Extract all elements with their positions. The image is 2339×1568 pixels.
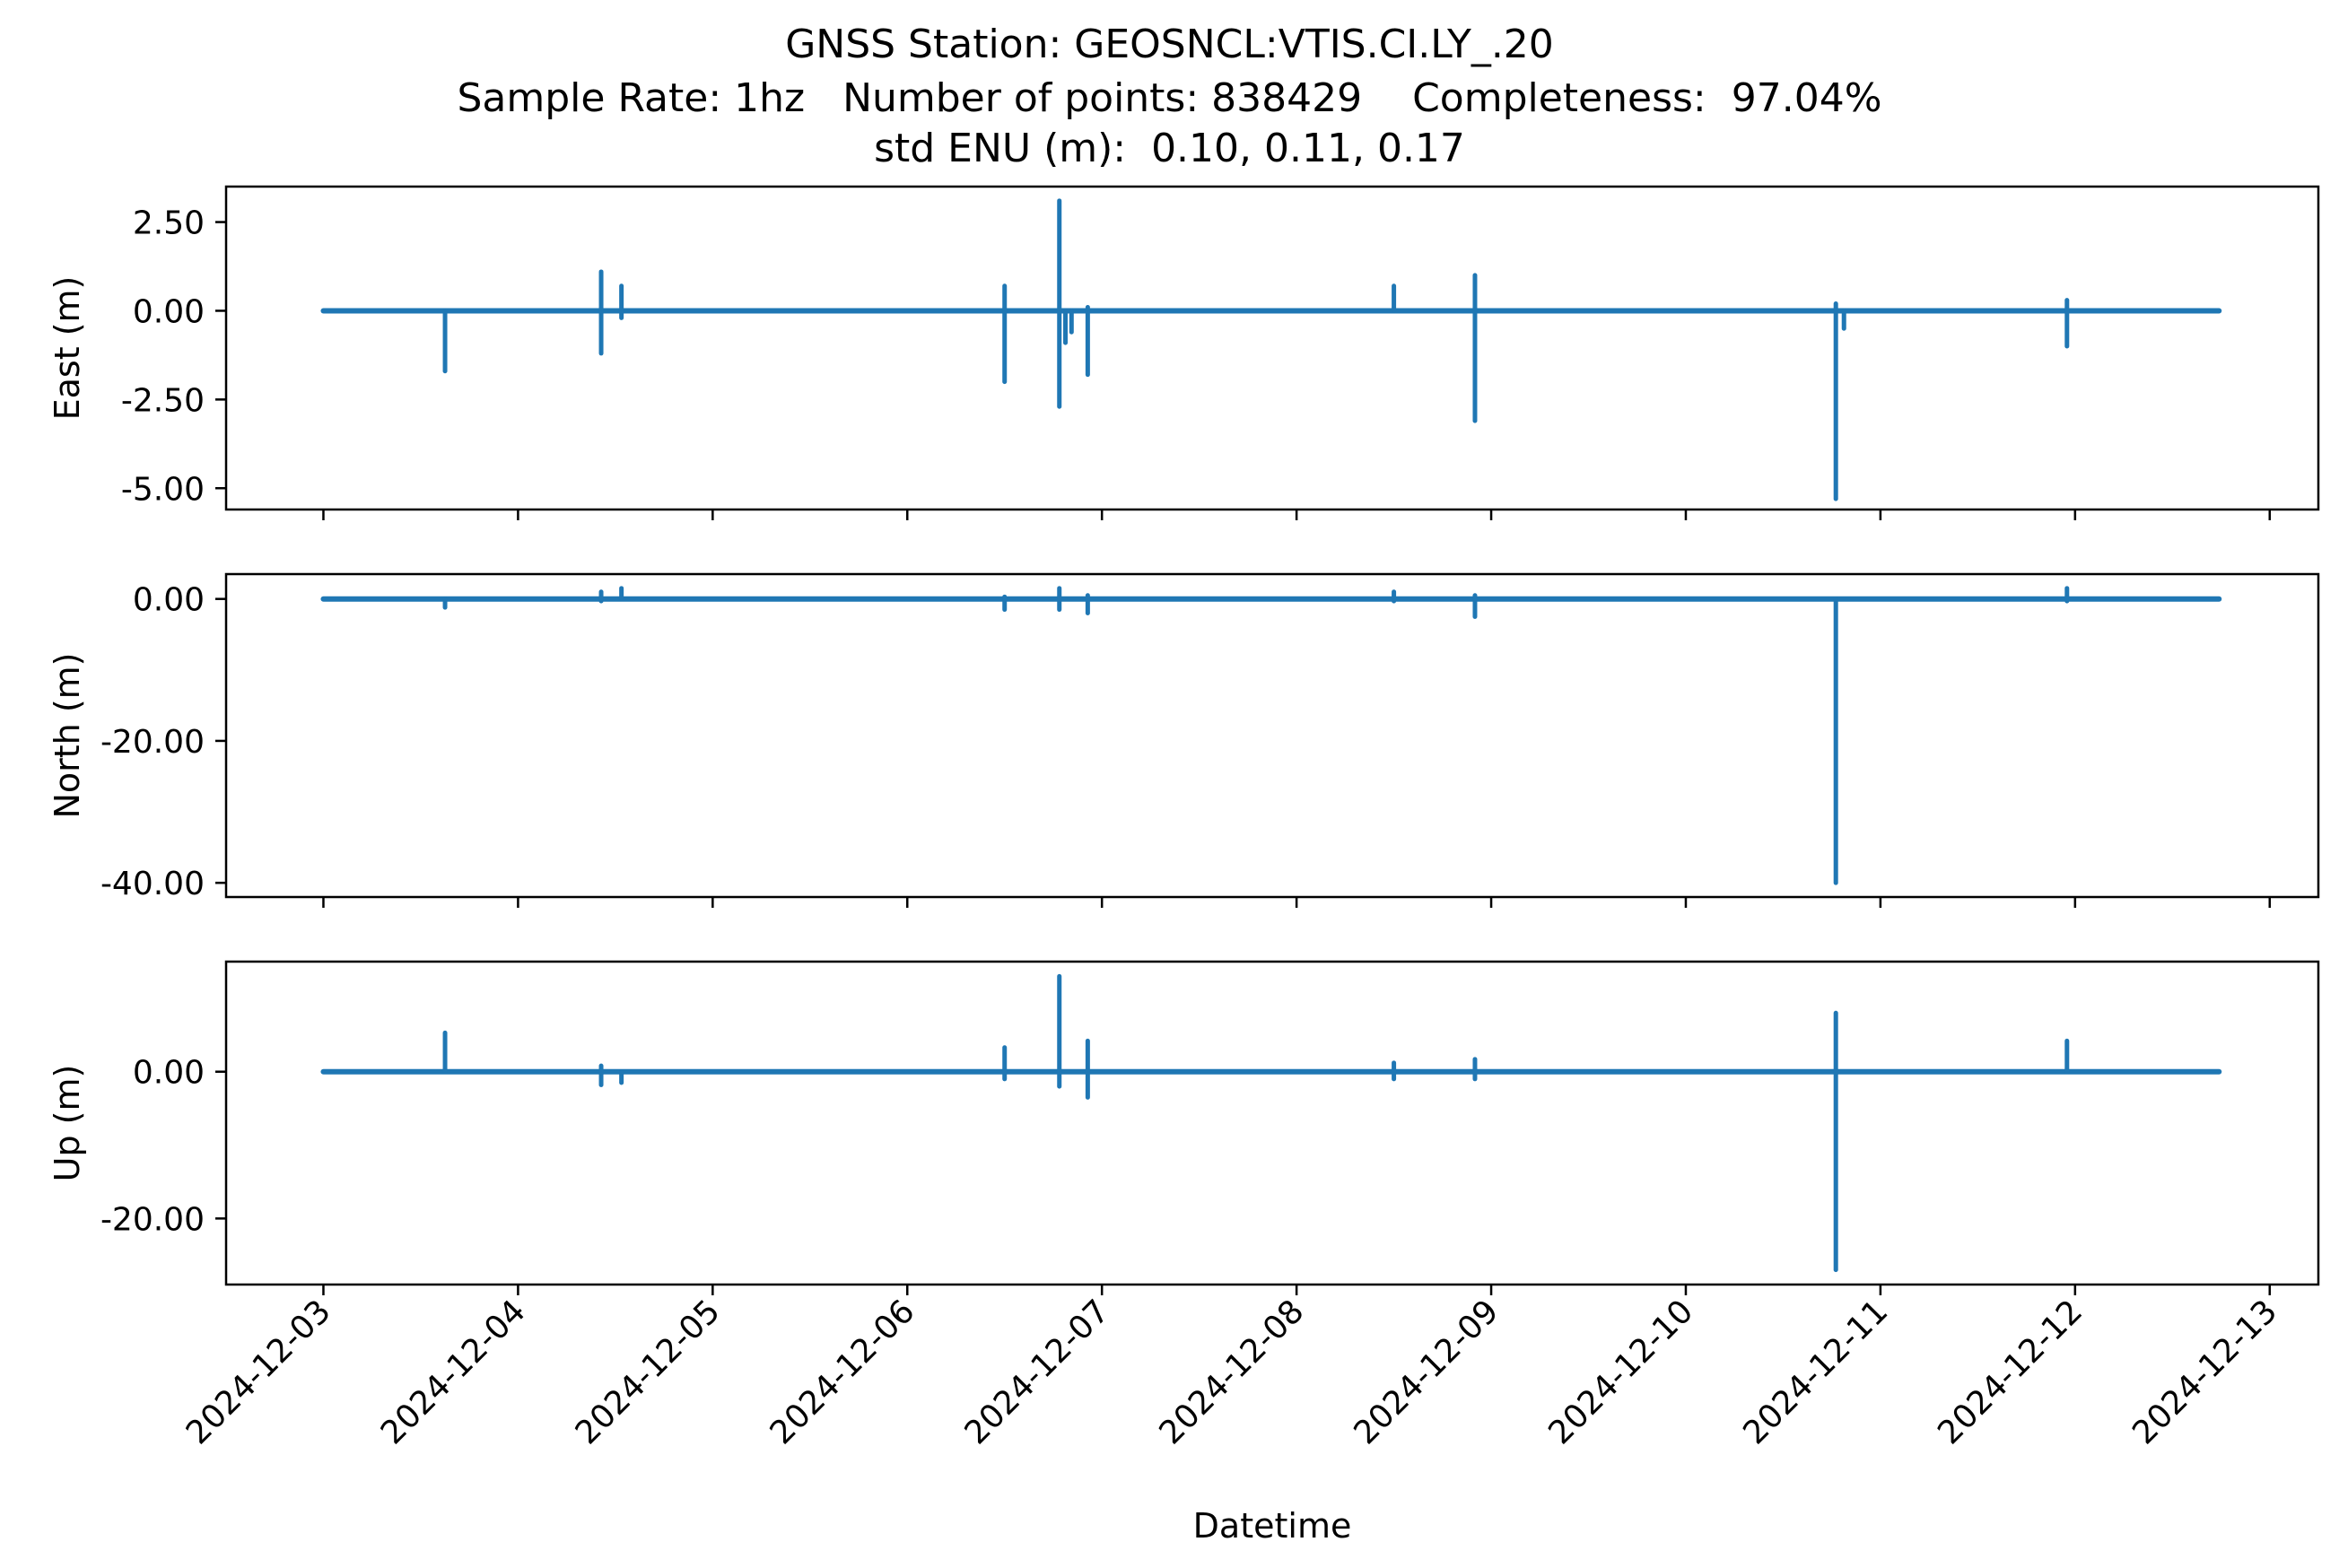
up-xtick-label: 2024-12-07 bbox=[958, 1293, 1117, 1451]
up-ytick-label: 0.00 bbox=[133, 1055, 205, 1092]
up-xtick-label: 2024-12-06 bbox=[764, 1293, 922, 1451]
up-axes-frame bbox=[224, 960, 2320, 1286]
north-y-axis-label: North (m) bbox=[48, 652, 87, 818]
north-axes-frame bbox=[224, 572, 2320, 899]
x-axis-label: Datetime bbox=[1193, 1506, 1352, 1546]
up-xtick-label: 2024-12-11 bbox=[1736, 1293, 1895, 1451]
north-ytick-label: 0.00 bbox=[133, 582, 205, 619]
east-panel: 2.50 0.00 -2.50 -5.00 East (m) bbox=[48, 185, 2320, 520]
east-ytick-label: -5.00 bbox=[121, 471, 205, 508]
up-xtick-label: 2024-12-04 bbox=[374, 1293, 533, 1451]
up-xtick-label: 2024-12-05 bbox=[569, 1293, 728, 1451]
up-series bbox=[320, 973, 2222, 1273]
east-ytick-label: 2.50 bbox=[133, 205, 205, 242]
chart-title-stats: Sample Rate: 1hz Number of points: 83842… bbox=[457, 75, 1882, 121]
up-xtick-label: 2024-12-12 bbox=[1931, 1293, 2090, 1451]
chart-title-std: std ENU (m): 0.10, 0.11, 0.17 bbox=[874, 126, 1465, 171]
east-ytick-label: -2.50 bbox=[121, 382, 205, 419]
up-xtick-label: 2024-12-09 bbox=[1347, 1293, 1506, 1451]
up-xtick-label: 2024-12-10 bbox=[1541, 1293, 1700, 1451]
north-series bbox=[320, 586, 2222, 885]
north-ytick-label: -20.00 bbox=[100, 724, 205, 761]
east-y-axis-label: East (m) bbox=[48, 276, 87, 421]
chart-title-station: GNSS Station: GEOSNCL:VTIS.CI.LY_.20 bbox=[785, 22, 1554, 67]
up-xtick-label: 2024-12-13 bbox=[2125, 1293, 2284, 1451]
east-series bbox=[320, 198, 2222, 501]
east-axes-frame bbox=[224, 185, 2320, 511]
up-xtick-label: 2024-12-03 bbox=[179, 1293, 338, 1451]
up-y-axis-label: Up (m) bbox=[48, 1065, 87, 1182]
up-xtick-label: 2024-12-08 bbox=[1153, 1293, 1312, 1451]
up-ytick-label: -20.00 bbox=[100, 1201, 205, 1238]
north-panel: 0.00 -20.00 -40.00 North (m) bbox=[48, 572, 2320, 908]
east-ytick-label: 0.00 bbox=[133, 293, 205, 330]
north-ytick-label: -40.00 bbox=[100, 866, 205, 902]
